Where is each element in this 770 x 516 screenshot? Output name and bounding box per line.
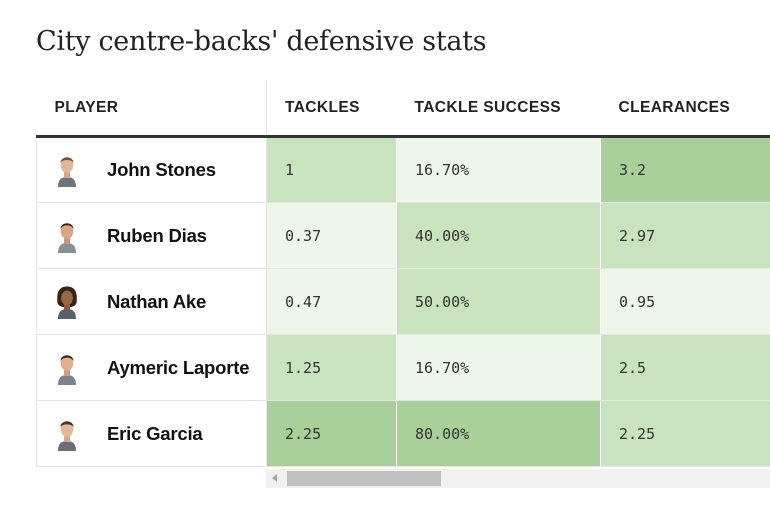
stats-table: PLAYER TACKLES TACKLE SUCCESS CLEARANCES: [36, 80, 770, 467]
column-header-tackles[interactable]: TACKLES: [266, 80, 397, 138]
scroll-left-arrow-icon[interactable]: [272, 474, 277, 482]
player-cell: John Stones: [36, 136, 267, 203]
player-name: Eric Garcia: [107, 422, 203, 444]
stats-table-container[interactable]: PLAYER TACKLES TACKLE SUCCESS CLEARANCES: [36, 80, 770, 490]
tackles-cell: 1: [266, 136, 397, 203]
player-name: Aymeric Laporte: [107, 356, 250, 378]
column-header-player[interactable]: PLAYER: [36, 80, 267, 138]
tackles-cell: 0.47: [266, 268, 397, 335]
clearances-cell: 2.25: [600, 400, 770, 467]
scrollbar-thumb[interactable]: [287, 471, 441, 486]
table-row: Nathan Ake 0.47 50.00% 0.95: [36, 268, 770, 335]
table-header-row: PLAYER TACKLES TACKLE SUCCESS CLEARANCES: [36, 80, 770, 138]
tackle-success-cell: 16.70%: [396, 136, 601, 203]
player-name: John Stones: [107, 159, 216, 180]
clearances-cell: 2.97: [600, 202, 770, 269]
clearances-cell: 2.5: [600, 334, 770, 401]
player-name: Ruben Dias: [107, 224, 207, 246]
player-name: Nathan Ake: [107, 290, 207, 312]
clearances-cell: 0.95: [600, 268, 770, 335]
player-cell: Eric Garcia: [36, 400, 267, 467]
table-row: Aymeric Laporte 1.25 16.70% 2.5: [36, 334, 770, 401]
player-headshot-icon: [58, 354, 76, 385]
table-row: Ruben Dias 0.37 40.00% 2.97: [36, 202, 770, 269]
player-cell: Nathan Ake: [36, 268, 267, 335]
player-headshot-icon: [58, 157, 76, 187]
horizontal-scrollbar[interactable]: [266, 469, 770, 488]
clearances-cell: 3.2: [600, 136, 770, 203]
player-headshot-icon: [57, 286, 77, 319]
page-title: City centre-backs' defensive stats: [36, 26, 487, 57]
player-headshot-icon: [58, 222, 76, 253]
player-cell: Aymeric Laporte: [36, 334, 267, 401]
column-header-clearances[interactable]: CLEARANCES: [600, 80, 770, 138]
table-row: John Stones 1 16.70% 3.2: [36, 136, 770, 203]
tackles-cell: 2.25: [266, 400, 397, 467]
player-headshot-icon: [58, 420, 76, 451]
column-header-tackle-success[interactable]: TACKLE SUCCESS: [396, 80, 601, 138]
tackle-success-cell: 40.00%: [396, 202, 601, 269]
tackle-success-cell: 16.70%: [396, 334, 601, 401]
tackle-success-cell: 80.00%: [396, 400, 601, 467]
table-row: Eric Garcia 2.25 80.00% 2.25: [36, 400, 770, 467]
tackle-success-cell: 50.00%: [396, 268, 601, 335]
tackles-cell: 0.37: [266, 202, 397, 269]
tackles-cell: 1.25: [266, 334, 397, 401]
player-cell: Ruben Dias: [36, 202, 267, 269]
